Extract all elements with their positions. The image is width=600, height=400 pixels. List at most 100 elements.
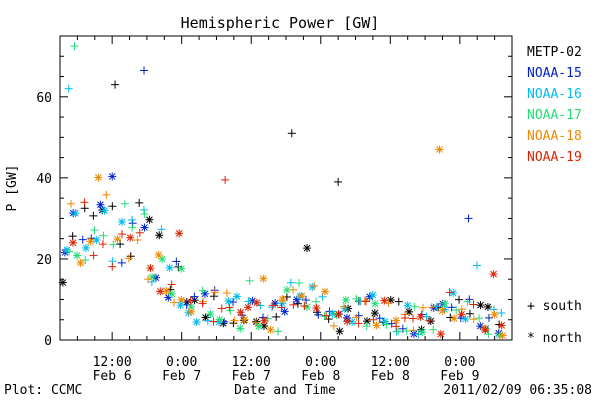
data-point-south xyxy=(469,315,478,324)
data-point-north xyxy=(236,324,245,333)
data-point-south xyxy=(217,304,226,313)
data-point-north xyxy=(303,244,312,253)
data-point-south xyxy=(157,225,166,234)
x-axis-label: Date and Time xyxy=(234,383,336,398)
data-point-south xyxy=(300,301,309,310)
data-point-north xyxy=(175,229,184,238)
series-legend: METP-02 NOAA-15 NOAA-16 NOAA-17 NOAA-18 NOAA-… xyxy=(527,45,582,165)
data-point-south xyxy=(108,262,117,271)
data-point-south xyxy=(128,223,137,232)
data-point-north xyxy=(156,287,165,296)
data-point-north xyxy=(328,309,337,318)
data-point-south xyxy=(302,296,311,305)
data-point-north xyxy=(380,296,389,305)
data-point-south xyxy=(472,261,481,270)
data-point-south xyxy=(429,325,438,334)
legend-entry: NOAA-15 xyxy=(527,66,582,81)
x-tick-date-label: Feb 8 xyxy=(301,369,340,384)
data-point-north xyxy=(498,331,507,340)
data-point-south xyxy=(258,313,267,322)
data-point-south xyxy=(251,318,260,327)
data-point-north xyxy=(461,315,470,324)
data-point-north xyxy=(440,299,449,308)
data-point-north xyxy=(62,245,71,254)
data-point-north xyxy=(483,302,492,311)
data-point-north xyxy=(187,307,196,316)
data-point-north xyxy=(126,233,135,242)
data-point-north xyxy=(476,322,485,331)
data-point-north xyxy=(94,173,103,182)
data-point-north xyxy=(497,321,506,330)
data-point-north xyxy=(371,299,380,308)
data-point-south xyxy=(268,303,277,312)
data-point-south xyxy=(64,247,73,256)
data-point-south xyxy=(102,190,111,199)
data-point-north xyxy=(334,310,343,319)
x-tick-date-label: Feb 9 xyxy=(440,369,479,384)
legend-entry: NOAA-16 xyxy=(527,87,582,102)
plot-area-border xyxy=(59,35,513,341)
data-point-south xyxy=(198,299,207,308)
data-point-south xyxy=(203,316,212,325)
data-point-south xyxy=(295,279,304,288)
data-point-south xyxy=(221,175,230,184)
data-point-north xyxy=(113,235,122,244)
data-point-south xyxy=(135,228,144,237)
data-point-north xyxy=(426,317,435,326)
data-point-south xyxy=(272,312,281,321)
data-point-north xyxy=(435,145,444,154)
data-point-south xyxy=(226,306,235,315)
data-point-south xyxy=(170,298,179,307)
data-point-south xyxy=(167,280,176,289)
data-point-south xyxy=(140,210,149,219)
data-point-north xyxy=(76,258,85,267)
symbol-legend-entry: * north xyxy=(527,331,582,346)
data-point-south xyxy=(465,309,474,318)
data-point-north xyxy=(100,206,109,215)
data-point-north xyxy=(418,327,427,336)
data-point-south xyxy=(384,299,393,308)
legend-entry: NOAA-19 xyxy=(527,150,582,165)
data-point-south xyxy=(464,214,473,223)
x-tick-date-label: Feb 8 xyxy=(371,369,410,384)
data-point-south xyxy=(209,317,218,326)
data-point-south xyxy=(80,198,89,207)
data-point-north xyxy=(370,309,379,318)
data-point-north xyxy=(108,172,117,181)
data-point-north xyxy=(340,304,349,313)
data-point-south xyxy=(263,314,272,323)
y-axis-ticks: 0 20 40 60 xyxy=(36,55,512,349)
footer-plot-credit: Plot: CCMC xyxy=(4,383,82,398)
data-point-south xyxy=(425,316,434,325)
data-point-north xyxy=(215,315,224,324)
data-point-north xyxy=(476,301,485,310)
data-point-north xyxy=(312,304,321,313)
data-point-south xyxy=(310,281,319,290)
data-point-south xyxy=(398,324,407,333)
data-point-north xyxy=(165,263,174,272)
data-point-south xyxy=(484,313,493,322)
data-point-south xyxy=(475,314,484,323)
data-point-south xyxy=(445,288,454,297)
data-point-south xyxy=(268,301,277,310)
data-point-south xyxy=(463,297,472,306)
data-point-south xyxy=(289,285,298,294)
data-point-south xyxy=(287,129,296,138)
data-point-south xyxy=(289,300,298,309)
data-point-south xyxy=(334,177,343,186)
y-tick-label: 40 xyxy=(36,172,52,187)
data-point-south xyxy=(135,198,144,207)
data-point-north xyxy=(450,314,459,323)
data-point-south xyxy=(418,303,427,312)
data-point-south xyxy=(126,252,135,261)
data-point-north xyxy=(335,327,344,336)
data-point-north xyxy=(320,287,329,296)
x-tick-time-label: 12:00 xyxy=(232,355,271,370)
data-point-north xyxy=(372,321,381,330)
x-tick-time-label: 12:00 xyxy=(371,355,410,370)
data-point-south xyxy=(320,312,329,321)
data-point-south xyxy=(277,303,286,312)
data-point-south xyxy=(120,199,129,208)
data-point-north xyxy=(436,330,445,339)
